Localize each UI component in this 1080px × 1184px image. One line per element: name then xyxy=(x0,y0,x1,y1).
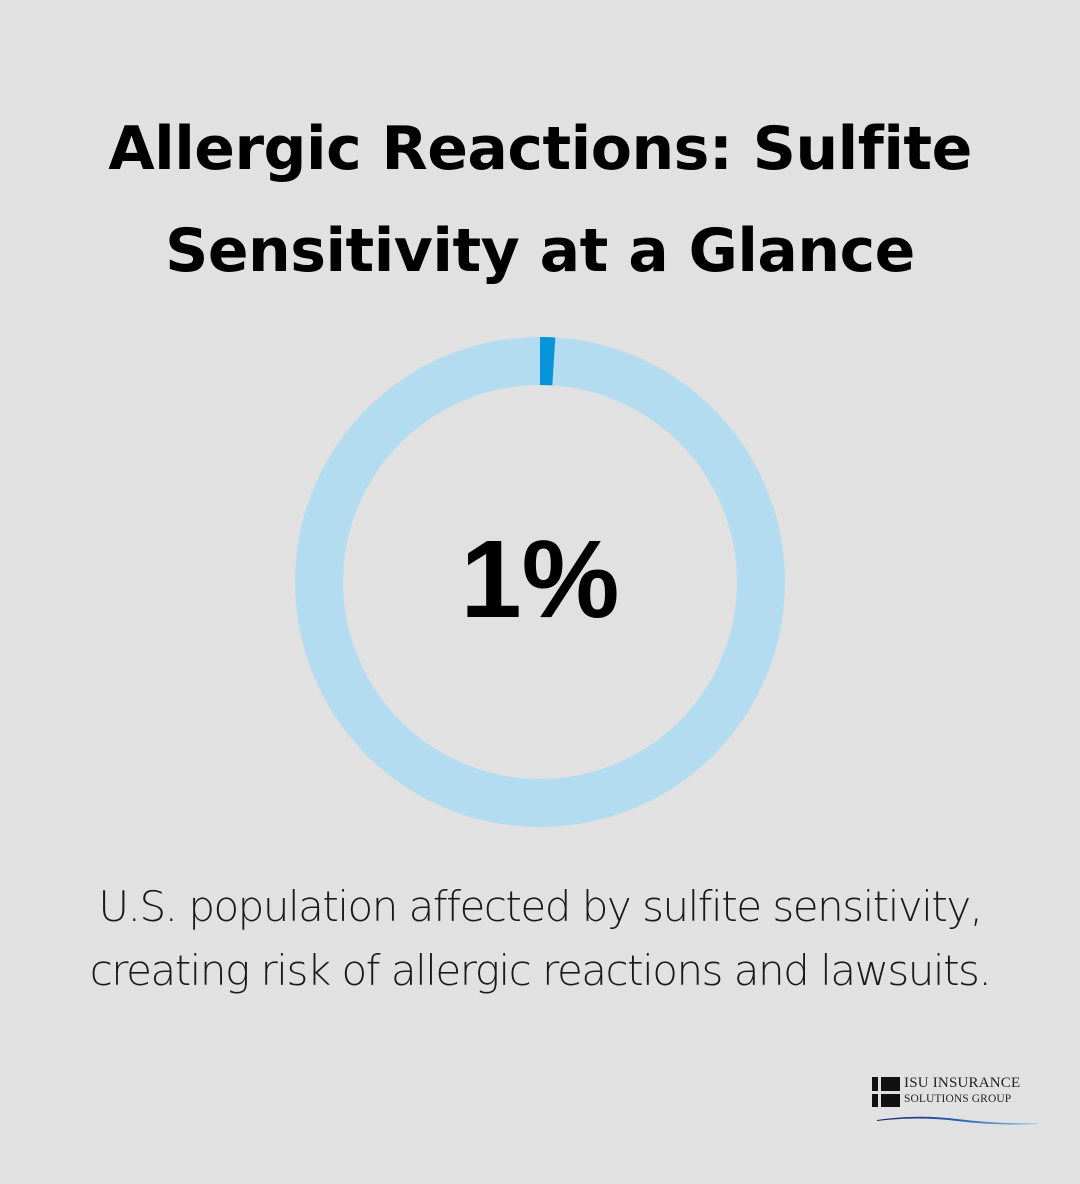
donut-value-segment xyxy=(295,337,785,827)
caption: U.S. population affected by sulfite sens… xyxy=(0,875,1080,1003)
logo-text: ISU INSURANCE SOLUTIONS GROUP xyxy=(904,1075,1020,1107)
page-title: Allergic Reactions: Sulfite Sensitivity … xyxy=(0,98,1080,302)
company-logo: ISU INSURANCE SOLUTIONS GROUP xyxy=(872,1075,1042,1135)
caption-line-1: U.S. population affected by sulfite sens… xyxy=(98,882,983,931)
logo-swoosh-icon xyxy=(877,1116,1037,1125)
donut-center-value: 1% xyxy=(460,518,620,641)
donut-chart xyxy=(295,337,785,827)
title-line-1: Allergic Reactions: Sulfite xyxy=(108,114,972,184)
logo-line-2: SOLUTIONS GROUP xyxy=(904,1093,1012,1105)
logo-line-1: ISU INSURANCE xyxy=(904,1075,1021,1091)
title-line-2: Sensitivity at a Glance xyxy=(165,216,915,286)
isu-logo-mark-icon xyxy=(872,1077,900,1107)
caption-line-2: creating risk of allergic reactions and … xyxy=(89,946,992,995)
